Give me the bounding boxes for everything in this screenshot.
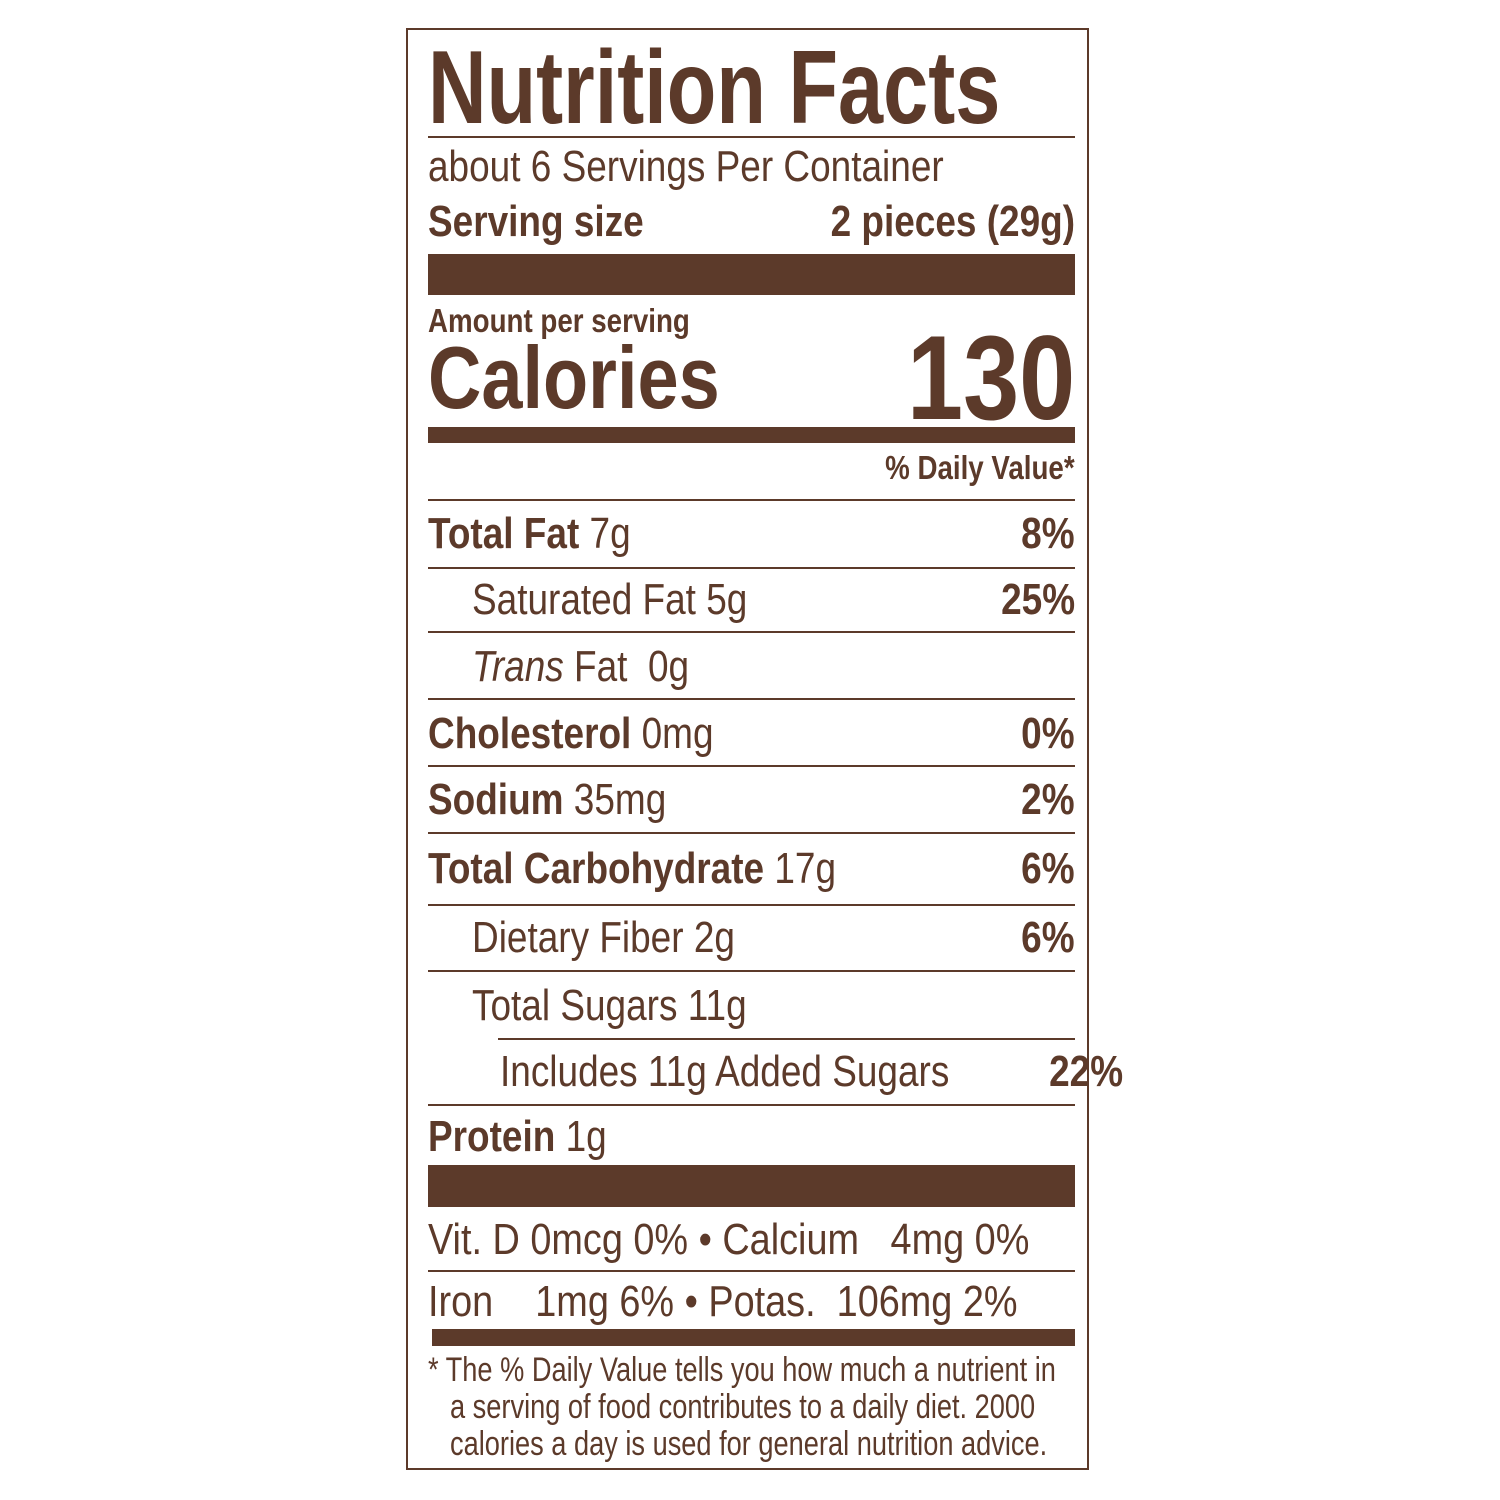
- nutrient-protein: Protein 1g: [428, 1112, 607, 1161]
- vitamins-row-2: Iron 1mg 6% • Potas. 106mg 2%: [428, 1277, 1018, 1326]
- divider: [498, 1038, 1075, 1040]
- amount-per-serving: Amount per serving: [428, 302, 690, 339]
- divider: [428, 136, 1075, 138]
- label-title: Nutrition Facts: [428, 29, 1001, 146]
- nutrient-total-carbohydrate: Total Carbohydrate 17g 6%: [428, 834, 1075, 906]
- nutrition-facts-label: Nutrition Facts about 6 Servings Per Con…: [406, 28, 1123, 1470]
- nutrient-trans-fat: Trans Fat 0g: [428, 635, 1075, 700]
- servings-per-container: about 6 Servings Per Container: [428, 142, 944, 191]
- thick-divider: [428, 254, 1075, 295]
- nutrient-sodium: Sodium 35mg 2%: [428, 767, 1075, 834]
- nutrient-dietary-fiber: Dietary Fiber 2g 6%: [428, 906, 1075, 972]
- serving-size-row: Serving size 2 pieces (29g): [428, 197, 1075, 246]
- nutrient-total-fat: Total Fat 7g 8%: [428, 501, 1075, 569]
- vitamins-row-1: Vit. D 0mcg 0% • Calcium 4mg 0%: [428, 1210, 1075, 1272]
- thick-divider: [428, 1165, 1075, 1207]
- medium-divider: [428, 427, 1075, 443]
- nutrient-cholesterol: Cholesterol 0mg 0%: [428, 702, 1075, 767]
- nutrient-total-sugars: Total Sugars 11g: [472, 981, 747, 1030]
- nutrient-added-sugars: Includes 11g Added Sugars 22%: [428, 1040, 1123, 1106]
- calories-row: Calories 130: [428, 311, 1075, 445]
- medium-divider: [432, 1329, 1075, 1346]
- footnote: * The % Daily Value tells you how much a…: [428, 1351, 1056, 1463]
- divider: [428, 499, 1075, 501]
- nutrient-saturated-fat: Saturated Fat 5g 25%: [428, 569, 1075, 633]
- daily-value-header: % Daily Value*: [885, 449, 1075, 486]
